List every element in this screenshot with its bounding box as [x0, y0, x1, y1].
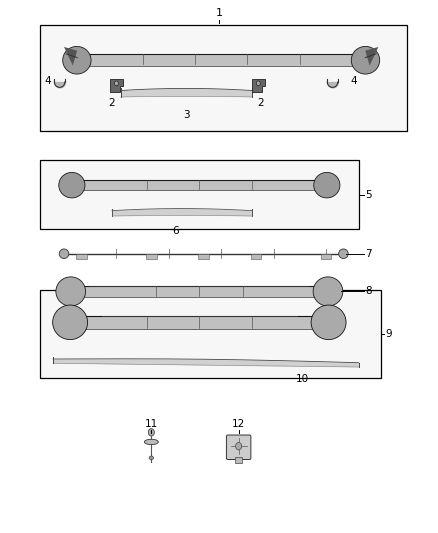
- Ellipse shape: [56, 277, 85, 306]
- Text: 7: 7: [365, 249, 372, 259]
- Text: 2: 2: [257, 98, 264, 108]
- Bar: [60, 316, 339, 329]
- Ellipse shape: [313, 277, 343, 306]
- Ellipse shape: [351, 46, 380, 74]
- Bar: [62, 286, 337, 297]
- Text: 8: 8: [365, 286, 372, 296]
- Circle shape: [236, 442, 242, 450]
- Ellipse shape: [59, 249, 69, 259]
- Ellipse shape: [59, 172, 85, 198]
- Circle shape: [114, 81, 118, 86]
- Text: 4: 4: [350, 77, 357, 86]
- Bar: [251, 254, 261, 259]
- Polygon shape: [64, 47, 77, 66]
- Bar: [40, 160, 359, 229]
- Ellipse shape: [339, 249, 348, 259]
- Ellipse shape: [149, 456, 153, 460]
- Bar: [40, 290, 381, 378]
- Ellipse shape: [53, 305, 88, 340]
- Circle shape: [256, 81, 260, 86]
- Polygon shape: [365, 47, 378, 66]
- Text: 5: 5: [365, 190, 372, 200]
- Text: 12: 12: [232, 418, 245, 429]
- Text: 11: 11: [145, 418, 158, 429]
- Circle shape: [148, 429, 154, 436]
- Bar: [64, 180, 335, 190]
- Ellipse shape: [145, 439, 158, 445]
- Bar: [146, 254, 156, 259]
- Bar: [76, 254, 87, 259]
- Polygon shape: [252, 79, 265, 92]
- Bar: [68, 54, 374, 66]
- Text: 1: 1: [215, 7, 223, 18]
- Bar: [40, 25, 407, 131]
- Ellipse shape: [314, 172, 340, 198]
- Text: 2: 2: [109, 98, 115, 108]
- Polygon shape: [110, 79, 123, 92]
- Text: 9: 9: [385, 329, 392, 339]
- Ellipse shape: [63, 46, 91, 74]
- Text: 10: 10: [295, 374, 308, 384]
- Text: 6: 6: [172, 225, 179, 236]
- Bar: [321, 254, 331, 259]
- Text: 3: 3: [183, 110, 190, 120]
- Bar: [235, 457, 242, 463]
- Ellipse shape: [311, 305, 346, 340]
- FancyBboxPatch shape: [226, 435, 251, 459]
- Text: 4: 4: [44, 77, 51, 86]
- Bar: [198, 254, 209, 259]
